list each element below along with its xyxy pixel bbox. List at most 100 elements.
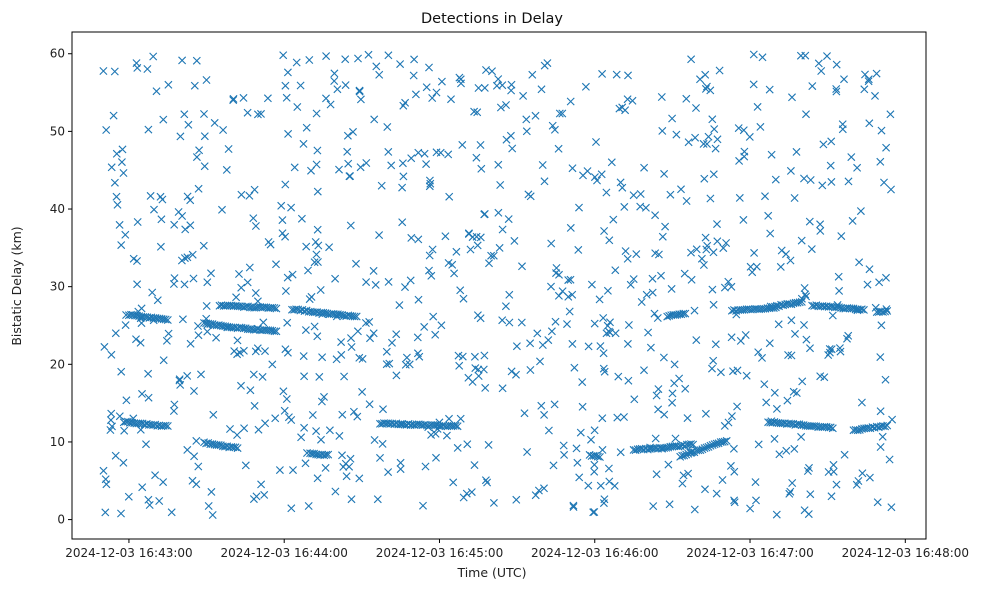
data-point [587, 280, 596, 289]
data-point [425, 176, 434, 185]
data-point [261, 347, 269, 356]
data-point [455, 361, 464, 370]
data-point [313, 146, 322, 155]
data-point [229, 94, 238, 103]
data-point [480, 351, 489, 360]
data-point [660, 410, 669, 419]
data-point [150, 205, 158, 214]
plot-frame [71, 31, 927, 540]
data-point [224, 145, 233, 153]
data-point [629, 191, 638, 200]
data-point [575, 473, 584, 482]
data-point [181, 225, 190, 234]
data-point [786, 487, 795, 496]
data-point [355, 87, 364, 96]
data-point [355, 86, 364, 95]
data-point [254, 425, 263, 434]
data-point [615, 104, 624, 113]
data-point [241, 461, 250, 470]
data-point [706, 441, 715, 450]
x-tick-label: 2024-12-03 16:43:00 [65, 546, 192, 560]
data-point [233, 350, 242, 359]
data-point [313, 258, 322, 266]
data-point [658, 126, 667, 135]
data-point [272, 327, 281, 336]
x-tick-label: 2024-12-03 16:48:00 [842, 546, 969, 560]
data-point [697, 254, 706, 263]
data-point [398, 183, 407, 192]
data-point [730, 496, 739, 505]
data-point [551, 317, 560, 326]
data-point [445, 192, 454, 201]
data-point [121, 230, 130, 239]
data-point [590, 319, 599, 328]
data-point [167, 508, 176, 517]
data-point [806, 176, 815, 184]
data-point [364, 50, 373, 59]
data-point [800, 321, 808, 329]
data-point [473, 311, 482, 320]
data-point [337, 350, 346, 359]
data-point [296, 81, 305, 90]
data-point [765, 85, 774, 94]
data-point [701, 485, 709, 494]
data-point [680, 451, 689, 460]
data-point [657, 93, 666, 101]
data-point [828, 311, 837, 320]
data-point [701, 409, 710, 418]
data-point [110, 178, 119, 187]
data-point [787, 351, 796, 360]
data-point [598, 414, 607, 423]
data-point [494, 75, 503, 84]
data-point [802, 110, 810, 119]
data-point [343, 131, 352, 140]
data-point [188, 250, 197, 259]
data-point [807, 245, 816, 254]
data-point [611, 329, 620, 338]
data-point [362, 278, 371, 287]
data-point [549, 461, 558, 470]
data-point [313, 187, 322, 196]
data-point [235, 348, 244, 357]
data-point [387, 161, 396, 170]
data-point [300, 372, 309, 381]
data-point [713, 135, 722, 144]
data-point [518, 262, 526, 271]
data-point [651, 434, 660, 443]
data-point [379, 405, 387, 414]
data-point [395, 301, 404, 310]
data-point [472, 153, 481, 162]
data-point [278, 216, 287, 225]
data-point [797, 297, 806, 306]
data-point [377, 181, 386, 190]
data-point [798, 377, 807, 386]
data-point [795, 298, 804, 307]
data-point [572, 444, 581, 453]
data-point [642, 290, 651, 299]
data-point [796, 51, 805, 60]
data-point [282, 93, 291, 102]
data-point [129, 254, 138, 263]
data-point [373, 495, 382, 504]
data-point [880, 178, 888, 187]
data-point [564, 276, 573, 285]
data-point [607, 158, 616, 167]
data-point [318, 353, 327, 362]
data-point [604, 464, 613, 473]
data-point [325, 243, 334, 252]
data-point [855, 258, 864, 267]
data-point [481, 383, 490, 392]
data-point [190, 81, 199, 90]
data-point [144, 495, 153, 504]
data-point [407, 233, 416, 242]
data-point [648, 288, 657, 297]
data-point [684, 138, 693, 147]
data-point [568, 164, 577, 173]
data-point [569, 501, 578, 510]
data-point [353, 327, 362, 336]
data-point [508, 144, 517, 153]
data-point [805, 217, 814, 226]
data-point [456, 286, 465, 295]
data-point [436, 148, 445, 157]
data-point [110, 67, 119, 76]
